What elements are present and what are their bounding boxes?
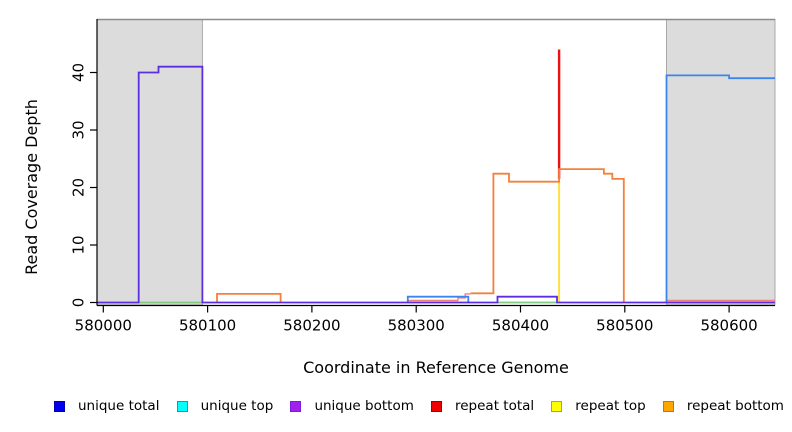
legend-label-repeat-total: repeat total bbox=[454, 398, 535, 414]
x-tick-label-580300: 580300 bbox=[388, 317, 445, 335]
legend-swatch-repeat-top bbox=[551, 400, 563, 412]
legend-label-unique-top: unique top bbox=[200, 398, 274, 414]
x-tick-label-580000: 580000 bbox=[75, 317, 132, 335]
series-repeat-bottom-segment-0 bbox=[216, 293, 282, 303]
y-tick-label-0: 0 bbox=[69, 298, 87, 308]
y-tick-label-30: 30 bbox=[69, 120, 87, 139]
legend-label-repeat-bottom: repeat bottom bbox=[686, 398, 784, 414]
legend-swatch-repeat-total bbox=[430, 400, 442, 412]
x-tick-label-580100: 580100 bbox=[179, 317, 236, 335]
chart-svg: 580000 580100 580200 580300 580400 580500 5806… bbox=[69, 18, 776, 335]
legend: unique total unique top unique bottom re… bbox=[54, 398, 784, 414]
highlight-region-0 bbox=[96, 19, 203, 306]
legend-swatch-unique-total bbox=[54, 400, 65, 412]
legend-item-unique-top: unique top bbox=[176, 398, 274, 414]
series-unique-total-segment-1 bbox=[665, 74, 775, 303]
highlight-region-1 bbox=[666, 19, 776, 306]
x-tick-label-580600: 580600 bbox=[700, 317, 757, 335]
legend-label-unique-bottom: unique bottom bbox=[314, 398, 414, 414]
legend-item-unique-bottom: unique bottom bbox=[290, 398, 414, 414]
x-tick-label-580400: 580400 bbox=[492, 317, 549, 335]
series-repeat-total-baseline-segment-0 bbox=[407, 293, 471, 302]
x-axis-title: Coordinate in Reference Genome bbox=[303, 358, 569, 377]
legend-item-repeat-total: repeat total bbox=[430, 398, 535, 414]
legend-swatch-unique-top bbox=[176, 400, 188, 412]
legend-item-repeat-top: repeat top bbox=[551, 398, 646, 414]
legend-label-repeat-top: repeat top bbox=[575, 398, 646, 414]
legend-item-repeat-bottom: repeat bottom bbox=[662, 398, 784, 414]
series-unique-total-segment-0 bbox=[406, 295, 470, 303]
y-tick-label-20: 20 bbox=[69, 178, 87, 197]
legend-swatch-unique-bottom bbox=[290, 400, 302, 412]
legend-item-unique-total: unique total bbox=[54, 398, 159, 414]
x-tick-label-580500: 580500 bbox=[596, 317, 653, 335]
legend-label-unique-total: unique total bbox=[78, 398, 160, 414]
y-axis-title: Read Coverage Depth bbox=[22, 99, 41, 275]
series-unique-bottom-segment-0 bbox=[97, 65, 775, 304]
x-tick-label-580200: 580200 bbox=[283, 317, 340, 335]
series-repeat-bottom-segment-1 bbox=[470, 168, 625, 303]
y-tick-label-10: 10 bbox=[69, 235, 87, 254]
legend-swatch-repeat-bottom bbox=[662, 400, 674, 412]
y-tick-label-40: 40 bbox=[69, 63, 87, 82]
